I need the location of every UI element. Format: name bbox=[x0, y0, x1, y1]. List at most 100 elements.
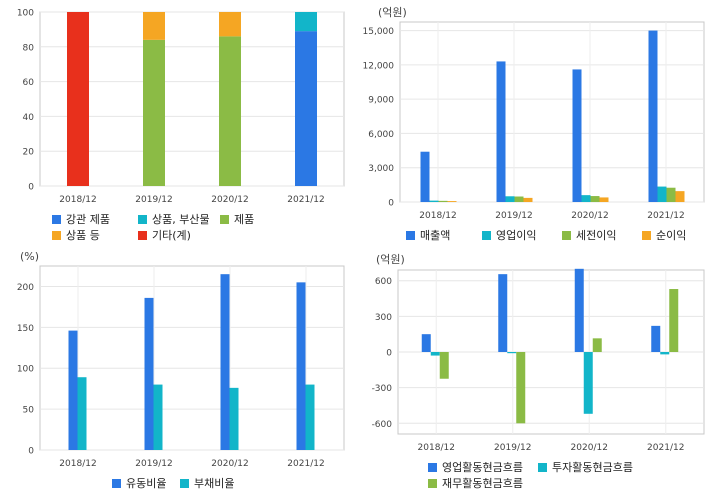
legend-item: 재무활동현금흐름 bbox=[428, 476, 523, 492]
bar bbox=[438, 200, 448, 202]
y-tick-label: 80 bbox=[23, 43, 35, 53]
bar bbox=[583, 352, 593, 414]
legend-label: 매출액 bbox=[420, 229, 451, 242]
legend-item: 부채비율 bbox=[180, 476, 234, 492]
ratio-chart: 0 50 100 150 200 2018/12 2019/12 2020/12 2021/12 bbox=[17, 265, 345, 469]
y-tick-label: -600 bbox=[372, 420, 393, 430]
legend-label: 제품 bbox=[234, 213, 255, 226]
y-tick-label: 0 bbox=[388, 199, 394, 209]
bar bbox=[516, 352, 526, 424]
x-tick-label: 2018/12 bbox=[59, 459, 96, 469]
legend-label: 재무활동현금흐름 bbox=[442, 477, 523, 490]
legend-label: 강관 제품 bbox=[66, 213, 110, 226]
legend-item: 제품 bbox=[220, 212, 254, 228]
bar bbox=[439, 352, 449, 379]
x-tick-label: 2018/12 bbox=[419, 211, 456, 221]
y-tick-label: 60 bbox=[23, 78, 35, 88]
legend-item: 유동비율 bbox=[112, 476, 166, 492]
bar bbox=[295, 31, 317, 186]
y-tick-label: 9,000 bbox=[368, 96, 394, 106]
legend-label: 기타(계) bbox=[152, 229, 191, 242]
bar bbox=[572, 69, 582, 202]
legend-label: 세전이익 bbox=[576, 229, 617, 242]
y-tick-label: 50 bbox=[23, 406, 35, 416]
ratio-legend: 유동비율 부채비율 bbox=[112, 476, 352, 494]
income-unit-label: (억원) bbox=[378, 6, 407, 19]
y-tick-label: 3,000 bbox=[368, 164, 394, 174]
bar bbox=[421, 334, 431, 352]
y-tick-label: 6,000 bbox=[368, 130, 394, 140]
y-tick-label: 40 bbox=[23, 113, 35, 123]
bar bbox=[505, 196, 515, 202]
legend-label: 상품, 부산물 bbox=[152, 213, 210, 226]
bar bbox=[660, 352, 670, 355]
y-tick-label: 0 bbox=[386, 349, 392, 359]
legend-swatch bbox=[138, 231, 147, 240]
legend-label: 부채비율 bbox=[194, 477, 235, 490]
plot-frame bbox=[39, 11, 345, 187]
legend-item: 영업이익 bbox=[482, 228, 536, 244]
legend-item: 상품 등 bbox=[52, 228, 100, 244]
legend-label: 유동비율 bbox=[126, 477, 167, 490]
x-tick-label: 2020/12 bbox=[211, 195, 248, 205]
ratio-unit-label: (%) bbox=[20, 250, 40, 263]
bar bbox=[143, 39, 165, 187]
legend-swatch bbox=[642, 231, 651, 240]
bar bbox=[219, 12, 241, 37]
y-tick-label: 15,000 bbox=[363, 27, 395, 37]
y-tick-label: 600 bbox=[375, 277, 392, 287]
legend-item: 투자활동현금흐름 bbox=[538, 460, 633, 476]
x-tick-label: 2019/12 bbox=[135, 459, 172, 469]
bar bbox=[498, 274, 508, 352]
y-tick-label: 100 bbox=[17, 365, 34, 375]
x-tick-label: 2020/12 bbox=[571, 443, 608, 453]
bar bbox=[430, 352, 440, 356]
y-tick-label: 150 bbox=[17, 324, 34, 334]
product-mix-chart: 0 20 40 60 80 100 2018/12 2019/12 2020/12 2021/12 bbox=[17, 9, 345, 205]
legend-label: 순이익 bbox=[656, 229, 687, 242]
legend-swatch bbox=[428, 479, 437, 488]
bar bbox=[666, 187, 676, 202]
plot-frame bbox=[399, 21, 705, 203]
bar bbox=[675, 191, 685, 202]
x-tick-label: 2020/12 bbox=[571, 211, 608, 221]
bar bbox=[305, 384, 315, 450]
y-tick-label: 12,000 bbox=[363, 61, 395, 71]
income-legend: 매출액 영업이익 세전이익 순이익 bbox=[406, 228, 716, 246]
x-tick-label: 2021/12 bbox=[287, 459, 324, 469]
bar bbox=[669, 289, 679, 352]
bar bbox=[507, 352, 517, 354]
legend-swatch bbox=[138, 215, 147, 224]
legend-item: 상품, 부산물 bbox=[138, 212, 210, 228]
bar bbox=[295, 12, 317, 32]
bar bbox=[67, 12, 89, 186]
y-tick-label: 100 bbox=[17, 9, 34, 19]
bar bbox=[599, 197, 609, 202]
income-chart: 0 3,000 6,000 9,000 12,000 15,000 2018/12 2019/… bbox=[363, 21, 705, 221]
legend-item: 매출액 bbox=[406, 228, 450, 244]
cashflow-chart: -600 -300 0 300 600 2018/12 2019/12 2020/12 2021… bbox=[372, 268, 705, 453]
y-tick-label: 300 bbox=[375, 313, 392, 323]
legend-swatch bbox=[482, 231, 491, 240]
legend-swatch bbox=[220, 215, 229, 224]
bar bbox=[143, 12, 165, 40]
legend-swatch bbox=[180, 479, 189, 488]
x-tick-label: 2021/12 bbox=[287, 195, 324, 205]
bar bbox=[648, 30, 658, 203]
y-tick-label: -300 bbox=[372, 384, 393, 394]
x-tick-label: 2018/12 bbox=[59, 195, 96, 205]
legend-swatch bbox=[406, 231, 415, 240]
bar bbox=[219, 36, 241, 186]
y-tick-label: 200 bbox=[17, 283, 34, 293]
x-tick-label: 2021/12 bbox=[647, 443, 684, 453]
legend-item: 영업활동현금흐름 bbox=[428, 460, 523, 476]
bar bbox=[514, 196, 524, 202]
bar bbox=[447, 201, 457, 202]
bar bbox=[77, 377, 87, 450]
legend-label: 투자활동현금흐름 bbox=[552, 461, 633, 474]
x-tick-label: 2019/12 bbox=[494, 443, 531, 453]
bar bbox=[523, 197, 533, 202]
bar bbox=[420, 151, 430, 202]
x-tick-label: 2020/12 bbox=[211, 459, 248, 469]
